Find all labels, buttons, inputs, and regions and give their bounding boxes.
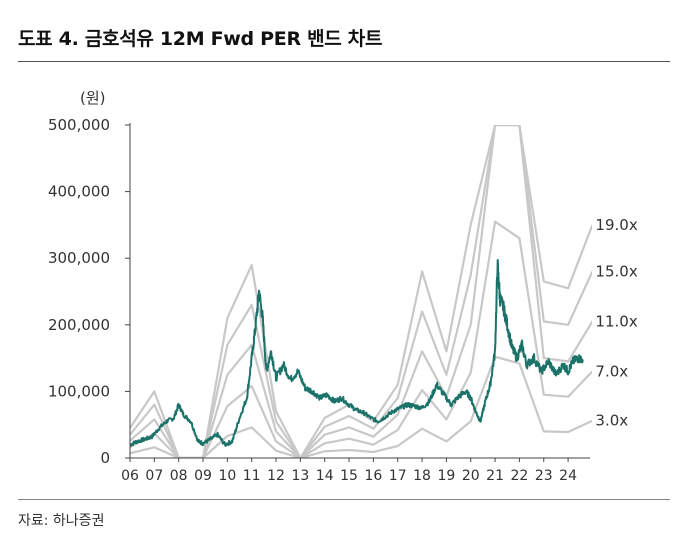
x-tick-label: 16 [364,468,382,484]
band-label-7.0x: 7.0x [595,362,628,380]
band-lines [130,125,592,458]
band-label-3.0x: 3.0x [595,412,628,430]
y-tick-label: 400,000 [48,183,110,201]
x-tick-label: 13 [291,468,309,484]
x-tick-label: 20 [462,468,480,484]
x-tick-label: 14 [316,468,334,484]
x-tick-label: 15 [340,468,358,484]
price-line-group [130,259,584,447]
chart-title: 도표 4. 금호석유 12M Fwd PER 밴드 차트 [18,28,383,50]
y-tick-label: 0 [100,449,110,467]
y-unit-label: (원) [80,89,106,107]
title-divider [18,61,670,62]
x-tick-label: 17 [389,468,407,484]
x-tick-label: 19 [437,468,455,484]
band-line-11.0x [130,125,592,458]
source-note: 자료: 하나증권 [18,513,105,529]
x-tick-label: 18 [413,468,431,484]
x-tick-label: 12 [267,468,285,484]
x-tick-label: 11 [243,468,261,484]
band-label-19.0x: 19.0x [595,216,637,234]
y-tick-label: 300,000 [48,249,110,267]
price-line [130,259,584,447]
x-tick-label: 24 [559,468,577,484]
band-label-15.0x: 15.0x [595,263,637,281]
axes [125,123,590,462]
x-tick-label: 10 [218,468,236,484]
x-tick-label: 08 [170,468,188,484]
x-tick-label: 07 [145,468,163,484]
y-tick-labels: 0 100,000 200,000 300,000 400,000 500,000 [48,116,110,467]
band-line-15.0x [130,125,592,458]
x-tick-labels: 06 07 08 09 10 11 12 13 14 15 16 17 18 19 20 21 22 23 24 [121,468,577,484]
band-labels: 19.0x 15.0x 11.0x 7.0x 3.0x [595,216,637,430]
footer-divider [18,499,670,500]
y-tick-label: 200,000 [48,316,110,334]
x-tick-label: 21 [486,468,504,484]
y-tick-label: 100,000 [48,382,110,400]
y-tick-label: 500,000 [48,116,110,134]
band-label-11.0x: 11.0x [595,312,637,330]
x-tick-label: 22 [511,468,529,484]
band-line-19.0x [130,125,592,458]
band-line-3.0x [130,355,592,458]
x-tick-label: 23 [535,468,553,484]
band-line-7.0x [130,220,592,458]
x-tick-label: 09 [194,468,212,484]
x-tick-label: 06 [121,468,139,484]
